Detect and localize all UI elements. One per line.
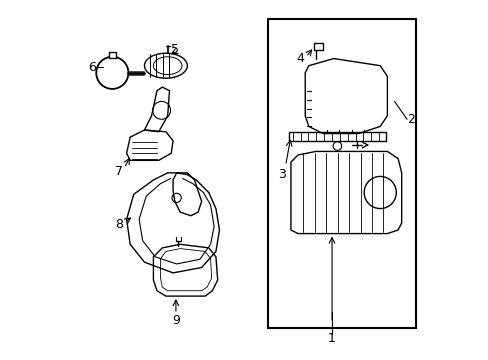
Text: 7: 7: [115, 165, 122, 177]
Text: 9: 9: [172, 314, 180, 327]
Text: 2: 2: [406, 113, 414, 126]
Bar: [267, 19, 415, 328]
Text: 8: 8: [115, 218, 122, 231]
Text: 4: 4: [296, 52, 304, 65]
Text: 6: 6: [87, 61, 95, 74]
Text: 3: 3: [278, 168, 285, 181]
Bar: [108, 52, 116, 58]
Text: 5: 5: [170, 43, 179, 56]
Text: 1: 1: [327, 333, 335, 346]
Bar: [313, 43, 323, 50]
